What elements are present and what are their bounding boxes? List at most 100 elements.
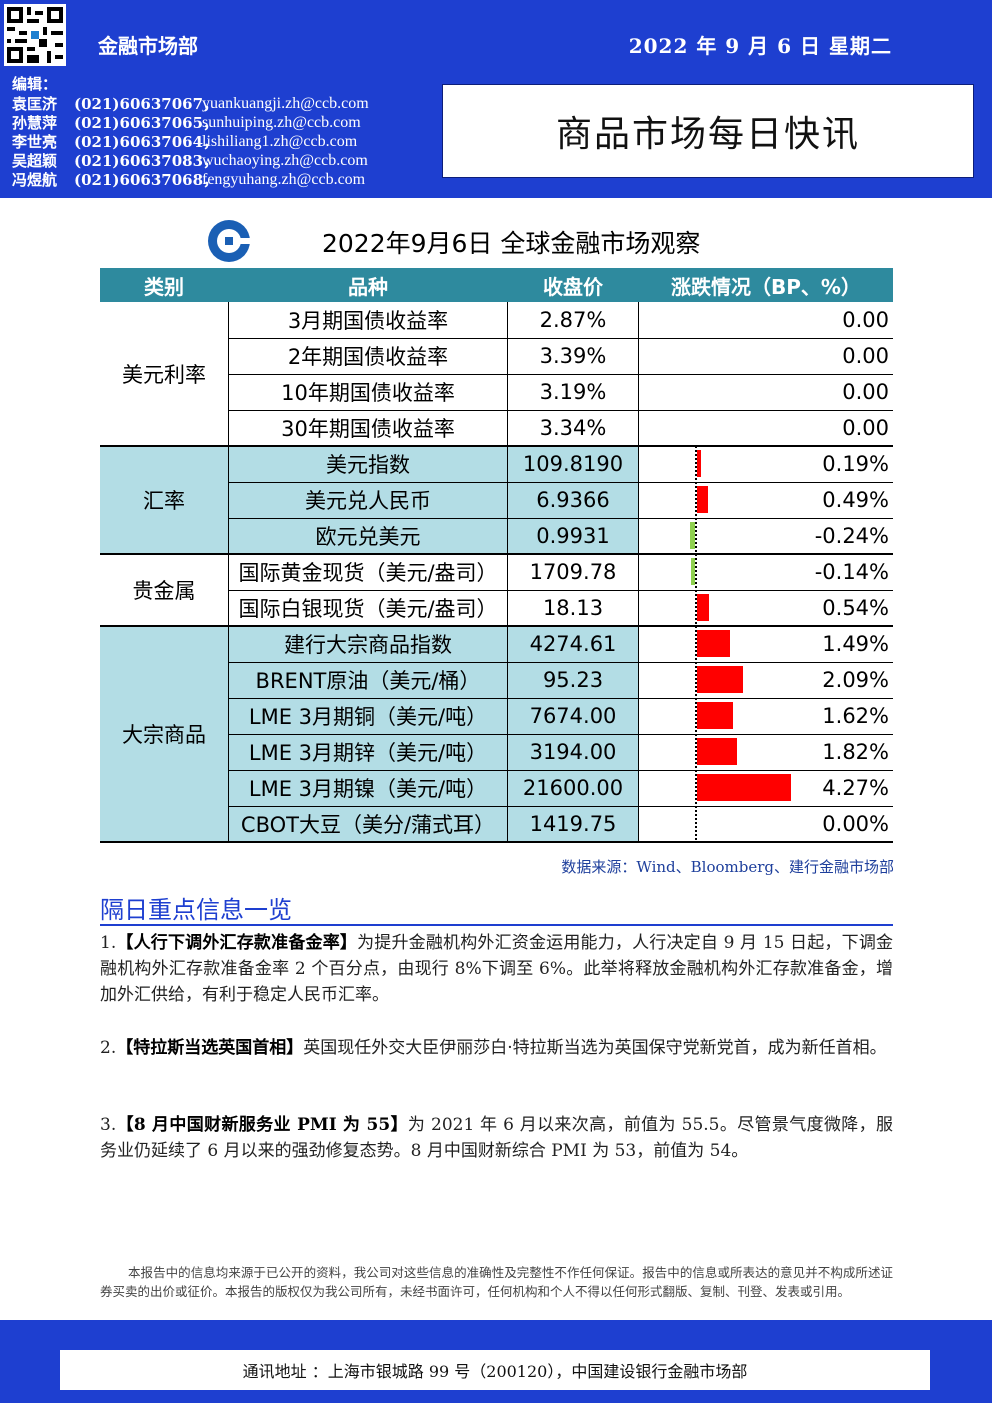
editor-row: 冯煜航 (021)60637068， fengyuhang.zh@ccb.com — [12, 170, 369, 190]
news-item: 1.【人行下调外汇存款准备金率】为提升金融机构外汇资金运用能力，人行决定自 9 … — [100, 930, 893, 1008]
column-divider — [638, 302, 639, 842]
group-divider — [100, 553, 893, 555]
item-cell: 美元指数 — [229, 446, 507, 482]
editor-phone: (021)60637068， — [74, 171, 219, 189]
change-cell: 0.00 — [639, 410, 893, 446]
price-cell: 2.87% — [539, 308, 607, 332]
group-divider — [100, 445, 893, 447]
table-header: 类别 品种 收盘价 涨跌情况（BP、%） — [100, 268, 893, 302]
change-cell: 2.09% — [639, 662, 893, 698]
change-cell: 1.62% — [639, 698, 893, 734]
change-cell: -0.24% — [639, 518, 893, 554]
change-value: 0.00 — [842, 344, 889, 368]
editor-name: 袁匡济 — [12, 95, 58, 113]
price-cell: 1709.78 — [529, 560, 617, 584]
change-value: 0.00 — [842, 380, 889, 404]
editor-title: 编辑： — [12, 75, 58, 93]
editor-phone: (021)60637065， — [74, 114, 219, 132]
price-cell: 0.9931 — [508, 518, 638, 554]
row-divider — [229, 410, 893, 411]
row-divider — [229, 590, 893, 591]
change-cell: 0.00 — [639, 338, 893, 374]
table-row: 欧元兑美元 0.9931 -0.24% — [100, 518, 893, 554]
news-body: 英国现任外交大臣伊丽莎白·特拉斯当选为英国保守党新党首，成为新任首相。 — [303, 1038, 887, 1058]
editor-row: 吴超颖 (021)60637083， wuchaoying.zh@ccb.com — [12, 151, 369, 171]
column-header-price: 收盘价 — [543, 274, 603, 299]
table-row: LME 3月期镍（美元/吨） 21600.00 4.27% — [100, 770, 893, 806]
item-cell: 国际白银现货（美元/盎司） — [238, 597, 498, 621]
news-item: 2.【特拉斯当选英国首相】英国现任外交大臣伊丽莎白·特拉斯当选为英国保守党新党首… — [100, 1035, 893, 1061]
table-row: LME 3月期锌（美元/吨） 3194.00 1.82% — [100, 734, 893, 770]
table-row: 美元兑人民币 6.9366 0.49% — [100, 482, 893, 518]
table-row: BRENT原油（美元/桶） 95.23 2.09% — [100, 662, 893, 698]
editor-email[interactable]: lishiliang1.zh@ccb.com — [202, 132, 358, 150]
change-value: 0.19% — [822, 452, 889, 476]
row-divider — [229, 482, 893, 483]
news-number: 2. — [100, 1038, 117, 1058]
item-cell: 建行大宗商品指数 — [229, 626, 507, 662]
change-cell: 0.00 — [639, 302, 893, 338]
change-bar — [697, 666, 743, 693]
item-cell: 美元兑人民币 — [229, 482, 507, 518]
change-bar — [697, 702, 733, 729]
change-bar — [697, 774, 791, 801]
price-cell: 4274.61 — [508, 626, 638, 662]
row-divider — [229, 806, 893, 807]
editor-phone: (021)60637083， — [74, 152, 219, 170]
price-cell: 1419.75 — [508, 806, 638, 842]
change-bar — [697, 486, 708, 513]
editor-email[interactable]: fengyuhang.zh@ccb.com — [202, 170, 366, 188]
editor-name: 冯煜航 — [12, 171, 58, 189]
table-row: LME 3月期铜（美元/吨） 7674.00 1.62% — [100, 698, 893, 734]
table-row: 30年期国债收益率 3.34% 0.00 — [100, 410, 893, 446]
item-cell: LME 3月期镍（美元/吨） — [229, 770, 507, 806]
department-name: 金融市场部 — [98, 34, 198, 58]
change-value: 0.00 — [842, 416, 889, 440]
row-divider — [229, 338, 893, 339]
editor-email[interactable]: wuchaoying.zh@ccb.com — [202, 151, 368, 169]
price-cell: 7674.00 — [508, 698, 638, 734]
price-cell: 21600.00 — [508, 770, 638, 806]
change-value: -0.24% — [814, 524, 889, 548]
change-cell: 1.82% — [639, 734, 893, 770]
category-usd-rates: 美元利率 — [122, 363, 206, 387]
change-value: 0.49% — [822, 488, 889, 512]
market-title: 2022年9月6日 全球金融市场观察 — [322, 229, 701, 258]
column-header-item: 品种 — [348, 274, 388, 299]
change-bar — [697, 594, 709, 621]
change-cell: 1.49% — [639, 626, 893, 662]
editor-email[interactable]: sunhuiping.zh@ccb.com — [202, 113, 361, 131]
category-commodities: 大宗商品 — [100, 626, 228, 842]
change-value: 0.00 — [842, 308, 889, 332]
editor-name: 吴超颖 — [12, 152, 58, 170]
change-cell: 0.49% — [639, 482, 893, 518]
item-cell: CBOT大豆（美分/蒲式耳） — [229, 806, 507, 842]
column-divider — [507, 302, 508, 842]
editor-list: 袁匡济 (021)60637067， yuankuangji.zh@ccb.co… — [12, 94, 369, 190]
change-value: 4.27% — [822, 776, 889, 800]
change-bar — [689, 522, 695, 549]
editor-phone: (021)60637064， — [74, 133, 219, 151]
price-cell: 3.19% — [539, 380, 607, 404]
editor-phone: (021)60637067， — [74, 95, 219, 113]
price-cell: 3194.00 — [508, 734, 638, 770]
price-cell: 3.34% — [539, 416, 607, 440]
table-bottom-border — [100, 841, 893, 843]
editor-email[interactable]: yuankuangji.zh@ccb.com — [202, 94, 369, 112]
table-row: 建行大宗商品指数 4274.61 1.49% — [100, 626, 893, 662]
change-cell: -0.14% — [639, 554, 893, 590]
group-divider — [100, 625, 893, 627]
section-underline — [100, 924, 893, 926]
change-cell: 0.00 — [639, 374, 893, 410]
news-headline: 【8 月中国财新服务业 PMI 为 55】 — [116, 1115, 408, 1135]
editor-row: 李世亮 (021)60637064， lishiliang1.zh@ccb.co… — [12, 132, 369, 152]
qr-code-icon — [4, 4, 66, 66]
item-cell: 国际黄金现货（美元/盎司） — [238, 561, 498, 585]
editor-name: 李世亮 — [12, 133, 58, 151]
price-cell: 18.13 — [542, 596, 604, 620]
news-body: 为提升金融机构外汇资金运用能力，人行决定自 9 月 15 日起，下调金融机构外汇… — [100, 933, 894, 1005]
item-cell: BRENT原油（美元/桶） — [229, 662, 507, 698]
ccb-logo-icon — [204, 218, 254, 264]
news-item: 3.【8 月中国财新服务业 PMI 为 55】为 2021 年 6 月以来次高，… — [100, 1112, 893, 1164]
disclaimer-text: 本报告中的信息均来源于已公开的资料，我公司对这些信息的准确性及完整性不作任何保证… — [100, 1265, 893, 1299]
